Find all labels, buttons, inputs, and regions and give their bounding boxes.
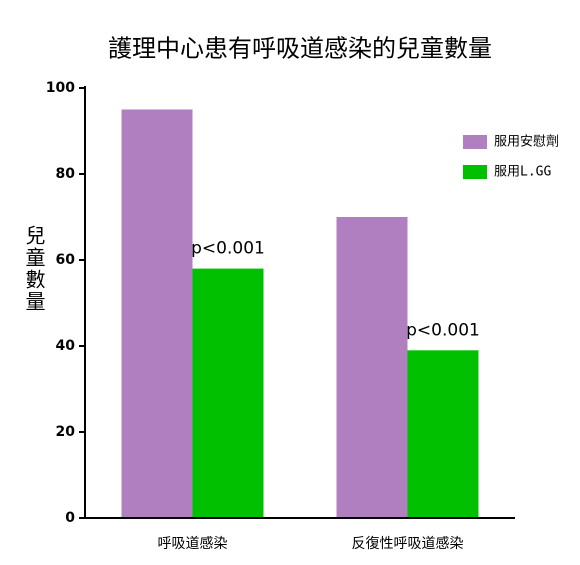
y-tick-label: 80 (56, 166, 76, 182)
bar (336, 217, 408, 518)
annotation: p<0.001 (406, 320, 480, 340)
x-tick-label: 反復性呼吸道感染 (352, 535, 464, 552)
y-tick-label: 40 (56, 338, 76, 354)
bar (192, 268, 264, 518)
legend-label: 服用L.GG (494, 165, 551, 180)
y-tick-label: 20 (56, 424, 76, 440)
bar (121, 109, 193, 518)
y-tick-label: 0 (65, 510, 75, 526)
bar (407, 350, 479, 518)
y-tick-label: 100 (46, 80, 75, 96)
y-axis-label: 兒童數量 (22, 225, 46, 313)
legend-label: 服用安慰劑 (494, 134, 559, 150)
x-tick-label: 呼吸道感染 (158, 535, 228, 552)
chart-title: 護理中心患有呼吸道感染的兒童數量 (108, 35, 492, 63)
annotation: p<0.001 (191, 239, 265, 259)
legend-swatch (463, 165, 487, 179)
y-tick-label: 60 (56, 252, 76, 268)
legend-swatch (463, 135, 487, 149)
